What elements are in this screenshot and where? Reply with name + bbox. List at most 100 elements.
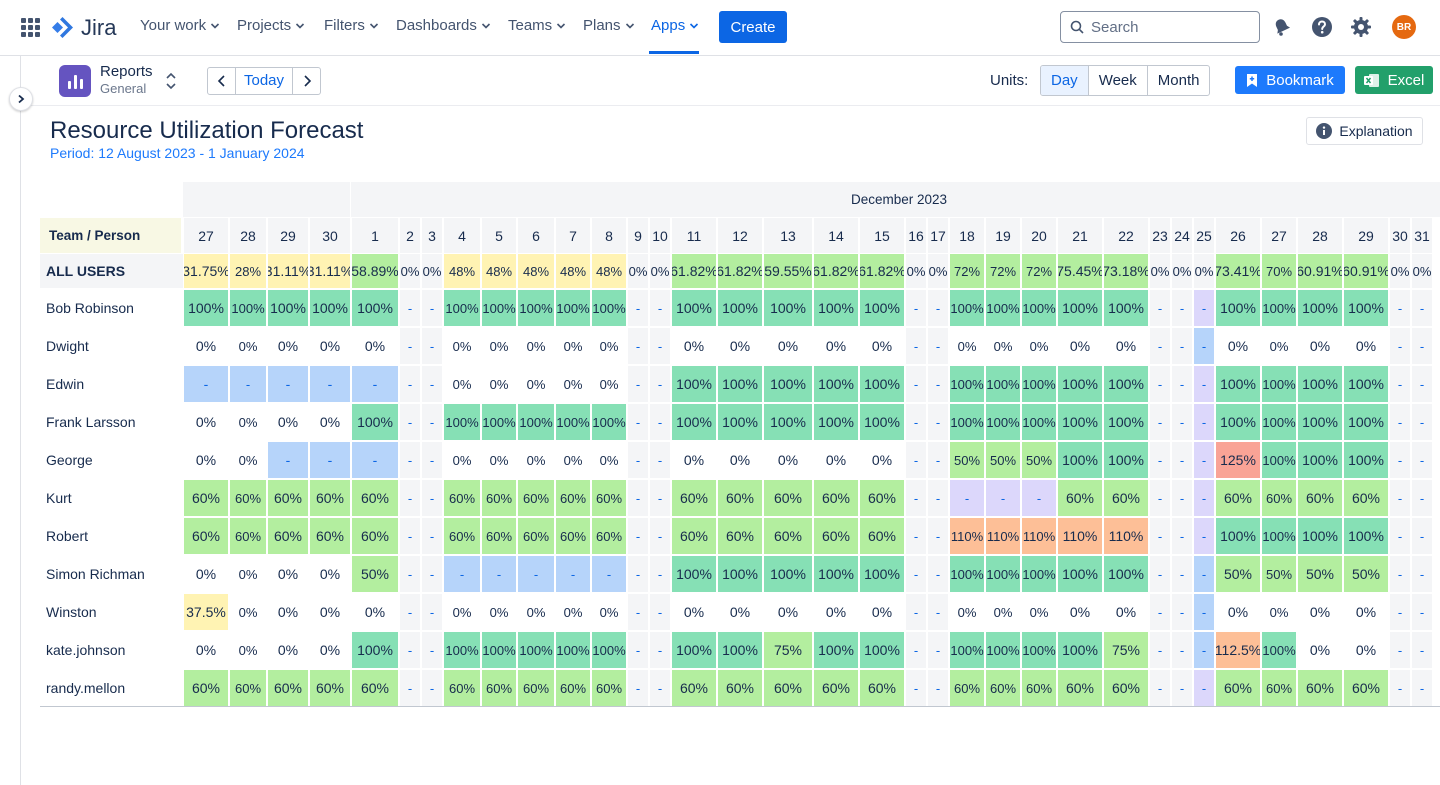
- utilization-cell[interactable]: -: [1194, 442, 1214, 478]
- utilization-cell[interactable]: -: [628, 632, 648, 668]
- utilization-cell[interactable]: 100%: [1022, 556, 1056, 592]
- utilization-cell[interactable]: -: [482, 556, 516, 592]
- utilization-cell[interactable]: 50%: [1262, 556, 1296, 592]
- total-utilization-cell[interactable]: 60.91%: [1298, 254, 1342, 288]
- utilization-cell[interactable]: -: [422, 328, 442, 364]
- utilization-cell[interactable]: 0%: [1058, 594, 1102, 630]
- utilization-cell[interactable]: 0%: [1298, 328, 1342, 364]
- utilization-cell[interactable]: 0%: [986, 328, 1020, 364]
- utilization-cell[interactable]: -: [400, 442, 420, 478]
- utilization-cell[interactable]: 60%: [444, 518, 480, 554]
- utilization-cell[interactable]: 0%: [950, 328, 984, 364]
- utilization-cell[interactable]: -: [400, 632, 420, 668]
- utilization-cell[interactable]: -: [422, 442, 442, 478]
- utilization-cell[interactable]: 100%: [950, 366, 984, 402]
- utilization-cell[interactable]: 50%: [1298, 556, 1342, 592]
- total-utilization-cell[interactable]: 75.45%: [1058, 254, 1102, 288]
- unit-day-button[interactable]: Day: [1041, 66, 1088, 95]
- utilization-cell[interactable]: 100%: [860, 632, 904, 668]
- utilization-cell[interactable]: -: [928, 632, 948, 668]
- search-box[interactable]: [1060, 11, 1260, 43]
- utilization-cell[interactable]: 60%: [718, 518, 762, 554]
- utilization-cell[interactable]: 100%: [860, 290, 904, 326]
- nav-item-teams[interactable]: Teams: [508, 17, 566, 34]
- utilization-cell[interactable]: 100%: [1262, 518, 1296, 554]
- total-utilization-cell[interactable]: 48%: [592, 254, 626, 288]
- utilization-cell[interactable]: 0%: [814, 594, 858, 630]
- utilization-cell[interactable]: 100%: [1298, 366, 1342, 402]
- utilization-cell[interactable]: -: [1172, 366, 1192, 402]
- utilization-cell[interactable]: 60%: [310, 480, 350, 516]
- utilization-cell[interactable]: -: [422, 480, 442, 516]
- utilization-cell[interactable]: 60%: [184, 518, 228, 554]
- total-utilization-cell[interactable]: 73.18%: [1104, 254, 1148, 288]
- utilization-cell[interactable]: 100%: [1344, 290, 1388, 326]
- total-utilization-cell[interactable]: 0%: [650, 254, 670, 288]
- utilization-cell[interactable]: 60%: [352, 518, 398, 554]
- utilization-cell[interactable]: 100%: [1298, 404, 1342, 440]
- utilization-cell[interactable]: -: [986, 480, 1020, 516]
- utilization-cell[interactable]: -: [650, 442, 670, 478]
- utilization-cell[interactable]: 60%: [718, 480, 762, 516]
- utilization-cell[interactable]: 100%: [860, 366, 904, 402]
- utilization-cell[interactable]: 60%: [310, 518, 350, 554]
- utilization-cell[interactable]: 60%: [518, 670, 554, 706]
- total-utilization-cell[interactable]: 60.91%: [1344, 254, 1388, 288]
- utilization-cell[interactable]: -: [906, 632, 926, 668]
- utilization-cell[interactable]: 60%: [482, 670, 516, 706]
- utilization-cell[interactable]: 60%: [352, 670, 398, 706]
- utilization-cell[interactable]: -: [928, 556, 948, 592]
- utilization-cell[interactable]: 100%: [1022, 404, 1056, 440]
- utilization-cell[interactable]: 100%: [556, 632, 590, 668]
- utilization-cell[interactable]: 50%: [950, 442, 984, 478]
- create-button[interactable]: Create: [719, 11, 787, 43]
- utilization-cell[interactable]: 100%: [986, 404, 1020, 440]
- utilization-cell[interactable]: -: [628, 670, 648, 706]
- total-utilization-cell[interactable]: 0%: [628, 254, 648, 288]
- utilization-cell[interactable]: 60%: [482, 518, 516, 554]
- utilization-cell[interactable]: 0%: [310, 404, 350, 440]
- total-utilization-cell[interactable]: 0%: [1390, 254, 1410, 288]
- utilization-cell[interactable]: 100%: [986, 290, 1020, 326]
- utilization-cell[interactable]: -: [422, 556, 442, 592]
- utilization-cell[interactable]: 0%: [444, 328, 480, 364]
- total-utilization-cell[interactable]: 72%: [986, 254, 1020, 288]
- utilization-cell[interactable]: 0%: [556, 442, 590, 478]
- utilization-cell[interactable]: 0%: [950, 594, 984, 630]
- utilization-cell[interactable]: -: [1390, 670, 1410, 706]
- utilization-cell[interactable]: 60%: [986, 670, 1020, 706]
- utilization-cell[interactable]: 60%: [268, 480, 308, 516]
- utilization-cell[interactable]: -: [628, 442, 648, 478]
- total-utilization-cell[interactable]: 0%: [1172, 254, 1192, 288]
- utilization-cell[interactable]: 100%: [672, 366, 716, 402]
- utilization-cell[interactable]: 0%: [1216, 594, 1260, 630]
- nav-item-projects[interactable]: Projects: [237, 17, 305, 34]
- utilization-cell[interactable]: 0%: [268, 594, 308, 630]
- utilization-cell[interactable]: 0%: [230, 442, 266, 478]
- user-avatar[interactable]: BR: [1392, 15, 1416, 39]
- total-utilization-cell[interactable]: 0%: [422, 254, 442, 288]
- utilization-cell[interactable]: 60%: [1058, 670, 1102, 706]
- utilization-cell[interactable]: 0%: [1298, 594, 1342, 630]
- utilization-cell[interactable]: 60%: [860, 480, 904, 516]
- utilization-cell[interactable]: 60%: [444, 670, 480, 706]
- utilization-cell[interactable]: -: [1172, 480, 1192, 516]
- total-utilization-cell[interactable]: 48%: [518, 254, 554, 288]
- utilization-cell[interactable]: -: [1412, 366, 1432, 402]
- utilization-cell[interactable]: 100%: [1104, 442, 1148, 478]
- utilization-cell[interactable]: -: [422, 290, 442, 326]
- utilization-cell[interactable]: -: [628, 518, 648, 554]
- utilization-cell[interactable]: -: [352, 366, 398, 402]
- utilization-cell[interactable]: 110%: [1022, 518, 1056, 554]
- nav-item-apps[interactable]: Apps: [651, 17, 699, 34]
- utilization-cell[interactable]: 0%: [184, 442, 228, 478]
- utilization-cell[interactable]: -: [1172, 670, 1192, 706]
- utilization-cell[interactable]: -: [1172, 518, 1192, 554]
- utilization-cell[interactable]: 0%: [518, 442, 554, 478]
- utilization-cell[interactable]: 100%: [718, 290, 762, 326]
- utilization-cell[interactable]: 100%: [444, 632, 480, 668]
- utilization-cell[interactable]: 50%: [986, 442, 1020, 478]
- utilization-cell[interactable]: 100%: [1104, 366, 1148, 402]
- utilization-cell[interactable]: -: [1150, 328, 1170, 364]
- utilization-cell[interactable]: 100%: [1216, 518, 1260, 554]
